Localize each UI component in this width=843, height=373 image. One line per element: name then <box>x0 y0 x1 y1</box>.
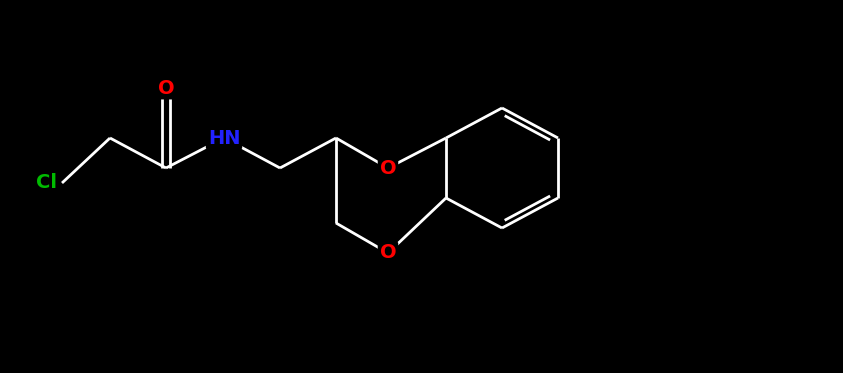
Text: O: O <box>158 78 175 97</box>
Text: O: O <box>379 244 396 263</box>
Text: HN: HN <box>207 129 240 147</box>
Text: O: O <box>379 159 396 178</box>
Text: Cl: Cl <box>36 173 57 192</box>
